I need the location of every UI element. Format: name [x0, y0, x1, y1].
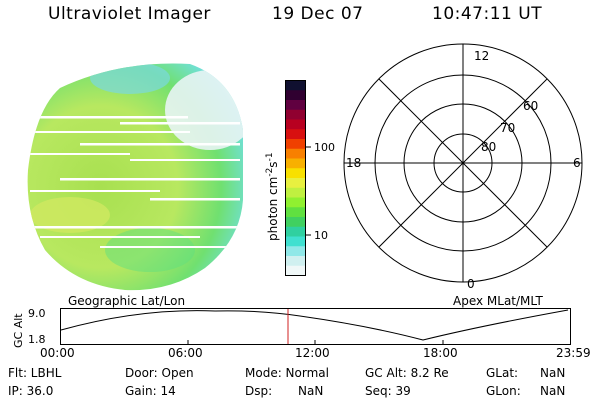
colorbar-swatch [285, 236, 306, 247]
colorbar-tick: 10 [314, 229, 328, 242]
unit-exp: -2 [265, 168, 275, 177]
colorbar-swatch [285, 256, 306, 267]
colorbar-swatch [285, 100, 306, 111]
unit-base: photon cm [266, 177, 280, 241]
altitude-timeline: GC Alt 9.0 1.8 00:00 06:00 12:00 18:00 2… [12, 307, 591, 360]
colorbar-swatch [285, 217, 306, 228]
glat-value: NaN [540, 366, 566, 380]
glat-label: GLat: [486, 366, 519, 380]
instrument-title: Ultraviolet Imager [48, 4, 211, 24]
colorbar-swatch [285, 109, 306, 120]
colorbar-unit-label: photon cm-2s-1 [265, 152, 280, 241]
svg-text:photon cm-2s-1: photon cm-2s-1 [265, 152, 280, 241]
x-tick: 12:00 [295, 346, 330, 360]
lat-label-80: 80 [481, 140, 496, 154]
unit-exp: -1 [265, 152, 275, 161]
x-tick: 18:00 [423, 346, 458, 360]
colorbar-swatch [285, 226, 306, 237]
y-tick: 9.0 [28, 307, 46, 320]
mlt-label-0: 0 [467, 277, 475, 291]
x-tick: 06:00 [168, 346, 203, 360]
ip-info: IP: 36.0 [8, 384, 54, 398]
seq-info: Seq: 39 [365, 384, 411, 398]
colorbar-swatch [285, 207, 306, 218]
dsp-value: NaN [298, 384, 324, 398]
lat-label-60: 60 [523, 99, 538, 113]
date-label: 19 Dec 07 [272, 4, 364, 24]
x-tick: 23:59 [556, 346, 591, 360]
mlt-label-18: 18 [346, 156, 361, 170]
colorbar-swatch [285, 158, 306, 169]
colorbar-swatch [285, 148, 306, 159]
mlt-label-6: 6 [573, 156, 581, 170]
lat-label-70: 70 [500, 121, 515, 135]
polar-plot: 12 18 6 0 80 70 60 [343, 43, 583, 291]
glon-label: GLon: [486, 384, 521, 398]
unit-mid: s [266, 161, 280, 167]
colorbar-swatch [285, 197, 306, 208]
mlt-label-12: 12 [474, 49, 489, 63]
door-info: Door: Open [125, 366, 194, 380]
colorbar-swatch [285, 246, 306, 257]
timeline-axis-label: GC Alt [12, 313, 25, 348]
colorbar-swatch [285, 90, 306, 101]
colorbar-swatch [285, 265, 306, 276]
gc-alt-info: GC Alt: 8.2 Re [365, 366, 449, 380]
glon-value: NaN [540, 384, 566, 398]
geographic-label: Geographic Lat/Lon [68, 294, 186, 308]
colorbar-swatch [285, 168, 306, 179]
colorbar-swatch [285, 139, 306, 150]
y-tick: 1.8 [28, 333, 46, 346]
filter-info: Flt: LBHL [8, 366, 62, 380]
colorbar-tick: 100 [314, 141, 335, 154]
colorbar-swatch [285, 129, 306, 140]
colorbar-ticks: 100 10 [305, 141, 335, 242]
colorbar [285, 80, 306, 276]
mode-info: Mode: Normal [245, 366, 329, 380]
dsp-label: Dsp: [245, 384, 273, 398]
time-label: 10:47:11 UT [432, 4, 543, 24]
x-tick: 00:00 [40, 346, 75, 360]
colorbar-swatch [285, 119, 306, 130]
gain-info: Gain: 14 [125, 384, 176, 398]
colorbar-swatch [285, 178, 306, 189]
colorbar-swatch [285, 187, 306, 198]
apex-label: Apex MLat/MLT [453, 294, 543, 308]
colorbar-swatch [285, 80, 306, 91]
